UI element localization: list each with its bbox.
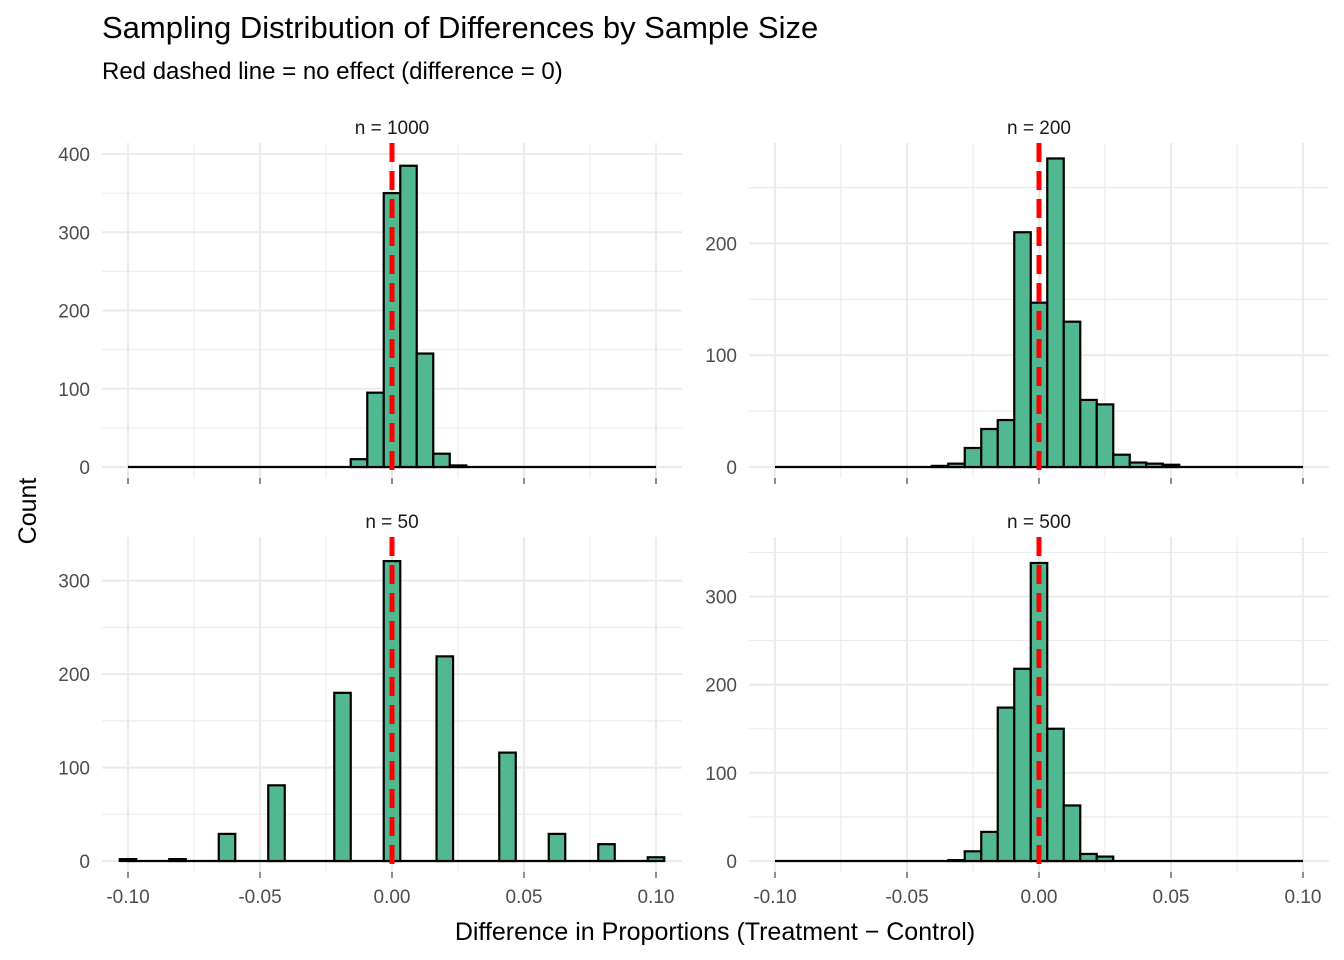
y-tick-label: 0 (79, 852, 90, 873)
x-tick-label: 0.00 (374, 887, 411, 908)
facet-panel: n = 200 0 100 200 (705, 118, 1329, 484)
histogram-bar (217, 832, 237, 863)
y-tick-label: 300 (705, 587, 737, 608)
x-tick-label: 0.05 (506, 887, 543, 908)
x-tick-label: 0.10 (638, 887, 675, 908)
x-tick-label: -0.10 (106, 887, 149, 908)
histogram-bar (980, 427, 999, 469)
histogram-bar (963, 850, 983, 863)
histogram-bar (448, 464, 468, 469)
histogram-bar (435, 655, 455, 863)
facet-label: n = 50 (365, 512, 418, 533)
histogram-bar (996, 706, 1016, 863)
histogram-bar (498, 751, 517, 863)
histogram-bar (1095, 403, 1115, 469)
histogram-bar (947, 462, 966, 469)
histogram-bar (399, 164, 418, 469)
y-tick-label: 400 (58, 145, 90, 166)
x-tick-label: -0.10 (753, 887, 796, 908)
y-tick-label: 0 (79, 458, 90, 479)
x-tick-label: -0.05 (885, 887, 928, 908)
y-tick-label: 200 (705, 676, 737, 697)
histogram-bar (1046, 727, 1065, 863)
y-tick-label: 100 (58, 759, 90, 780)
x-tick-label: -0.05 (238, 887, 281, 908)
histogram-bar (1013, 231, 1032, 469)
y-tick-label: 0 (726, 458, 737, 479)
histogram-bar (1079, 852, 1098, 863)
histogram-bar (1161, 463, 1181, 469)
histogram-bar (1062, 804, 1082, 863)
facet-label: n = 200 (1007, 118, 1071, 139)
histogram-bar (930, 464, 950, 469)
histogram-bar (1095, 855, 1115, 863)
y-axis-title: Count (14, 478, 42, 545)
y-tick-label: 200 (58, 302, 90, 323)
y-tick-label: 300 (58, 223, 90, 244)
facet-panel: n = 1000 0 100 200 300 400 (58, 118, 682, 484)
histogram-bar (432, 452, 451, 469)
y-tick-label: 200 (705, 234, 737, 255)
histogram-bar (947, 859, 966, 863)
histogram-bar (1079, 398, 1098, 469)
histogram-bar (333, 691, 352, 863)
facet-label: n = 1000 (355, 118, 430, 139)
x-tick-label: 0.05 (1153, 887, 1190, 908)
histogram-bar (597, 843, 616, 863)
histogram-bar (267, 784, 286, 863)
histogram-bar (996, 418, 1016, 469)
histogram-bar (1128, 461, 1148, 469)
histogram-bar (118, 858, 138, 863)
facet-label: n = 500 (1007, 512, 1071, 533)
histogram-bar (1112, 453, 1131, 469)
x-axis-title: Difference in Proportions (Treatment − C… (455, 918, 975, 946)
histogram-bar (1062, 320, 1082, 469)
facet-panel: n = 50 0 100 200 300 -0.10 -0.05 0.00 0.05 0.10 (58, 512, 682, 908)
y-tick-label: 100 (705, 764, 737, 785)
y-tick-label: 100 (705, 346, 737, 367)
histogram-bar (1046, 157, 1065, 469)
y-tick-label: 100 (58, 380, 90, 401)
x-tick-label: 0.00 (1021, 887, 1058, 908)
x-tick-label: 0.10 (1285, 887, 1322, 908)
histogram-bar (366, 391, 385, 469)
chart-subtitle: Red dashed line = no effect (difference … (102, 58, 563, 85)
histogram-bar (980, 830, 999, 863)
y-tick-label: 300 (58, 572, 90, 593)
histogram-bar (547, 832, 567, 863)
histogram-bar (415, 352, 435, 469)
histogram-bar (1145, 462, 1164, 469)
histogram-bar (1013, 667, 1032, 863)
histogram-bar (349, 458, 369, 469)
histogram-bar (963, 446, 983, 469)
chart-title: Sampling Distribution of Differences by … (102, 10, 819, 45)
facet-panel: n = 500 0 100 200 300 -0.10 -0.05 0.00 0.05 0.10 (705, 512, 1329, 908)
histogram-bar (646, 856, 666, 863)
y-tick-label: 200 (58, 665, 90, 686)
histogram-bar (168, 858, 187, 863)
y-tick-label: 0 (726, 852, 737, 873)
